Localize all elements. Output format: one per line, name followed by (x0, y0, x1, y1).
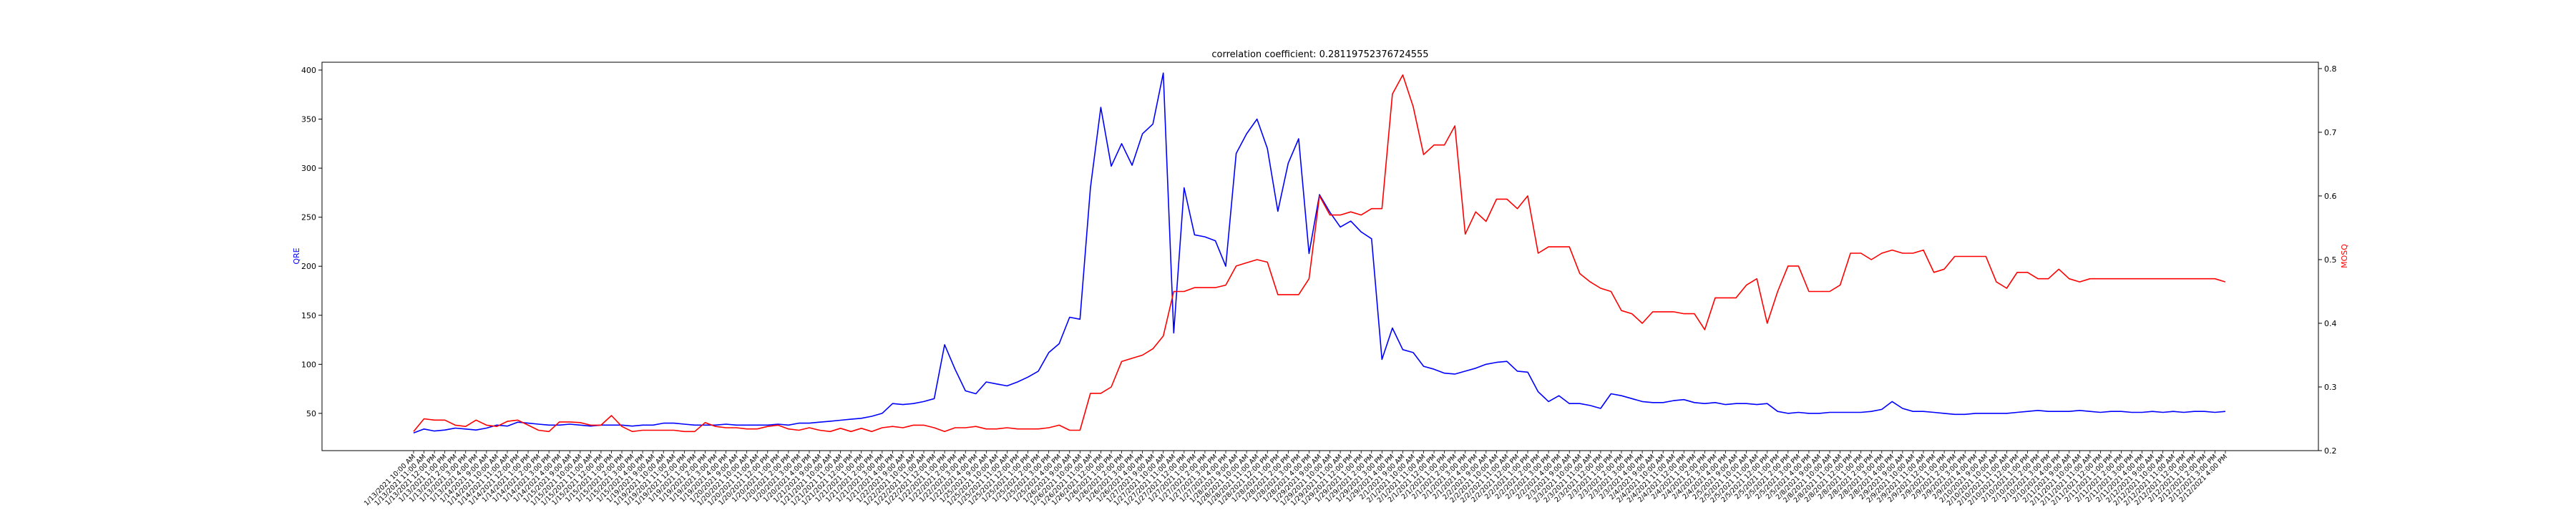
y-axis-right-label: MOSQ (2340, 244, 2349, 268)
plot-area: 50 100 150 200 250 300 350 400 0.2 0.3 0.4 0.5 0.6 0.… (301, 64, 2337, 508)
y-left-tick-label: 200 (301, 262, 316, 271)
y-right-tick-label: 0.3 (2324, 383, 2337, 392)
y-right-tick-label: 0.7 (2324, 128, 2337, 137)
y-left-tick-label: 250 (301, 213, 316, 222)
y-right-tick-label: 0.6 (2324, 192, 2337, 201)
y-left-tick-label: 300 (301, 164, 316, 173)
y-left-tick-label: 350 (301, 115, 316, 124)
y-axis-left-label: QRE (292, 247, 301, 264)
y-right-tick-label: 0.2 (2324, 446, 2337, 456)
series-line-qre (413, 72, 2226, 434)
chart-title: correlation coefficient: 0.2811975237672… (1211, 49, 1428, 60)
y-left-tick-label: 150 (301, 311, 316, 320)
y-right-tick-label: 0.4 (2324, 319, 2337, 328)
series-line-mosq (413, 74, 2226, 433)
y-right-tick-label: 0.8 (2324, 64, 2337, 74)
plot-frame (321, 62, 2319, 451)
y-right-tick-label: 0.5 (2324, 255, 2337, 265)
y-left-tick-label: 400 (301, 66, 316, 75)
y-left-tick-label: 100 (301, 360, 316, 369)
y-left-tick-label: 50 (306, 409, 316, 418)
